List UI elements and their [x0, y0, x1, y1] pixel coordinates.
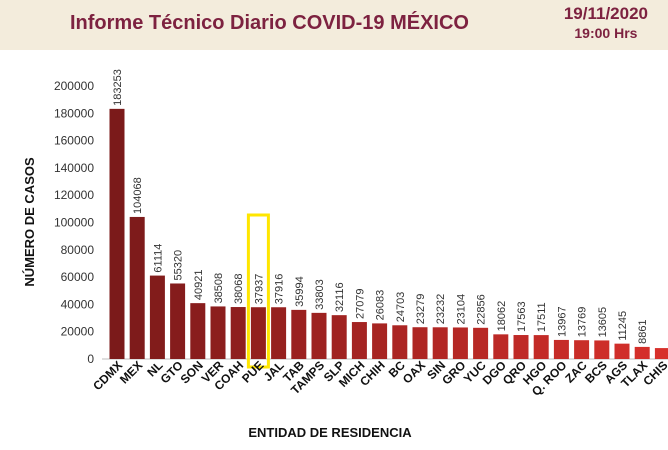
bar-slp	[331, 315, 347, 359]
data-label: 32116	[334, 282, 346, 312]
bar-bcs	[594, 340, 610, 359]
data-label: 13769	[577, 307, 589, 338]
data-label: 35994	[294, 276, 306, 307]
data-label: 13967	[556, 306, 568, 337]
data-label: 11245	[617, 311, 629, 341]
data-label: 40921	[193, 270, 205, 301]
x-axis-label: ENTIDAD DE RESIDENCIA	[248, 425, 412, 440]
bar-yuc	[473, 327, 489, 359]
data-label: 38508	[213, 273, 225, 304]
x-axis-ticks: CDMXMEXNLGTOSONVERCOAHPUEJALTABTAMPSSLPM…	[90, 358, 668, 399]
y-tick-label: 140000	[54, 161, 94, 175]
bar-chih	[372, 323, 388, 359]
y-tick-label: 100000	[54, 216, 94, 230]
y-tick-label: 20000	[61, 325, 95, 339]
y-tick-label: 160000	[54, 134, 94, 148]
data-label: 61114	[152, 244, 164, 273]
highlight-box	[246, 213, 270, 369]
data-label: 26083	[375, 290, 387, 321]
bar-qro	[513, 335, 529, 359]
y-tick-label: 180000	[54, 106, 94, 120]
bar-chis	[654, 348, 668, 359]
report-header: Informe Técnico Diario COVID-19 MÉXICO 1…	[0, 0, 668, 50]
data-label: 55320	[173, 250, 185, 281]
report-title: Informe Técnico Diario COVID-19 MÉXICO	[70, 12, 469, 34]
bar-pue	[250, 307, 266, 359]
y-tick-label: 200000	[54, 79, 94, 93]
bar-son	[190, 303, 206, 359]
bar-gto	[170, 283, 186, 359]
bar-gro	[452, 327, 468, 359]
y-axis-label: NÚMERO DE CASOS	[22, 157, 37, 287]
data-label: 22856	[476, 294, 488, 325]
bar-hgo	[533, 335, 549, 359]
bars	[109, 108, 668, 360]
bar-mex	[129, 216, 145, 359]
report-time: 19:00 Hrs	[574, 25, 638, 41]
bar-coah	[230, 307, 246, 359]
bar-jal	[271, 307, 287, 359]
bar-sin	[432, 327, 448, 359]
bar-tamps	[311, 312, 327, 359]
data-label: 17511	[536, 302, 548, 332]
data-label: 38068	[233, 273, 245, 304]
data-label: 183253	[112, 69, 124, 106]
data-label: 13605	[597, 307, 609, 338]
y-tick-label: 40000	[61, 297, 95, 311]
y-tick-label: 0	[87, 352, 94, 366]
data-label: 18062	[496, 301, 508, 332]
data-label: 104068	[132, 177, 144, 214]
data-label: 23232	[435, 294, 447, 325]
data-label: 8861	[637, 319, 649, 343]
bar-ags	[614, 343, 630, 359]
bar-cdmx	[109, 108, 125, 360]
data-label: 37916	[274, 274, 286, 305]
data-label: 24703	[395, 292, 407, 323]
bar-tlax	[634, 346, 650, 359]
data-label: 23279	[415, 294, 427, 325]
bar-dgo	[493, 334, 509, 359]
bar-ver	[210, 306, 226, 359]
data-label: 33803	[314, 279, 326, 310]
bar-mich	[351, 322, 367, 359]
data-label: 23104	[455, 294, 467, 325]
bar-nl	[149, 275, 165, 359]
data-label: 37937	[253, 274, 265, 305]
bar-bc	[392, 325, 408, 359]
data-label: 17563	[516, 301, 528, 332]
y-axis-ticks: 0 20000 40000 60000 80000 100000 120000 140000 1…	[54, 79, 94, 366]
bar-oax	[412, 327, 428, 359]
y-tick-label: 120000	[54, 188, 94, 202]
data-labels: 183253 104068 61114 55320 40921 38508 38068 379…	[112, 69, 649, 369]
report-date: 19/11/2020	[563, 4, 648, 23]
bar-tab	[291, 309, 307, 359]
bar-zac	[574, 340, 590, 359]
x-tick-label: MEX	[117, 358, 145, 386]
y-tick-label: 60000	[61, 270, 95, 284]
data-label: 27079	[354, 288, 366, 319]
report-datetime: 19/11/2020 19:00 Hrs	[564, 4, 648, 42]
bar-qroo	[553, 339, 569, 359]
y-tick-label: 80000	[61, 243, 95, 257]
